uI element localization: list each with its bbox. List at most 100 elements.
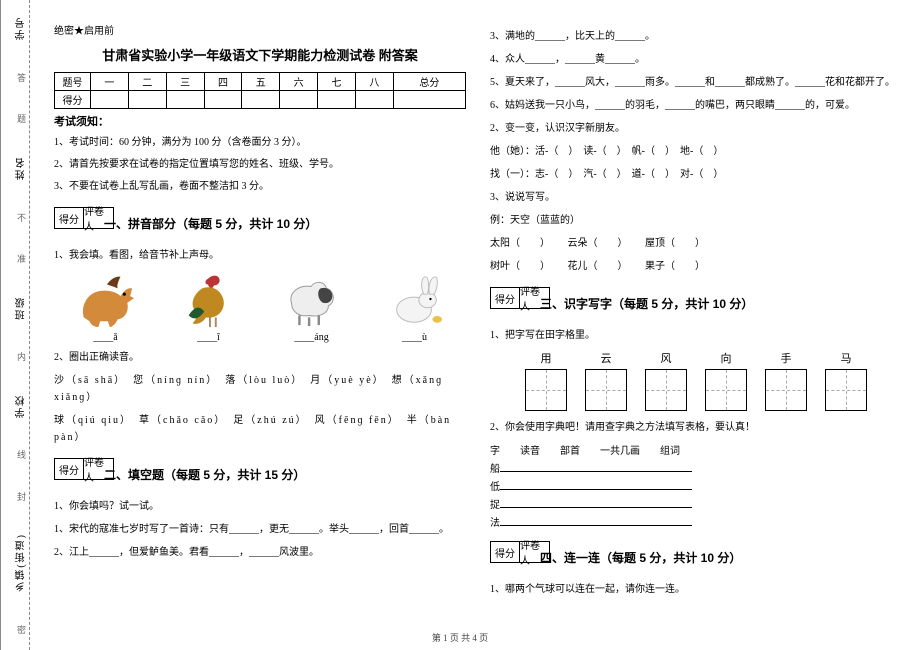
tian-box <box>765 369 807 411</box>
tian-cell: 风 <box>645 350 687 411</box>
th: 七 <box>318 73 356 91</box>
th: 六 <box>280 73 318 91</box>
char: 船 <box>490 464 500 475</box>
tian-box <box>585 369 627 411</box>
item: 云朵（ ） <box>568 238 623 249</box>
th: 一 <box>91 73 129 91</box>
th: 四 <box>204 73 242 91</box>
secret-line: 绝密★启用前 <box>54 22 466 37</box>
part-4-heading: 四、连一连（每题 5 分，共计 10 分） <box>540 549 741 566</box>
snip: 答 <box>15 73 28 82</box>
q2: 2、圈出正确读音。 <box>54 349 466 366</box>
cell-score: 得分 <box>54 207 84 229</box>
item: 花儿（ ） <box>568 261 623 272</box>
char: 马 <box>841 353 852 365</box>
th: 题号 <box>55 73 91 91</box>
q3-row2: 树叶（ ） 花儿（ ） 果子（ ） <box>490 258 902 275</box>
th: 八 <box>355 73 393 91</box>
horse-icon <box>71 270 141 330</box>
sheep-icon <box>277 270 347 330</box>
tianzige-row: 用 云 风 向 手 马 <box>490 350 902 411</box>
q2-row-a: 他（她）：活-（ ） 读-（ ） 帆-（ ） 地-（ ） <box>490 143 902 160</box>
th: 二 <box>128 73 166 91</box>
part-1-heading: 一、拼音部分（每题 5 分，共计 10 分） <box>104 215 317 232</box>
char: 手 <box>781 353 792 365</box>
two-column-body: 绝密★启用前 甘肃省实验小学一年级语文下学期能力检测试卷 附答案 题号 一 二 … <box>42 0 920 650</box>
dict-row: 法 <box>490 514 902 529</box>
char: 低 <box>490 482 500 493</box>
exam-page: 学号 答 题 姓名 不 准 班级 内 学校 线 封 乡镇(街道) 密 绝密★启用… <box>0 0 920 650</box>
line-3: 3、满地的______，比天上的______。 <box>490 28 902 45</box>
char: 风 <box>661 353 672 365</box>
vlabel-xingming: 姓名 <box>14 156 29 180</box>
tian-box <box>525 369 567 411</box>
snip: 不 <box>15 213 28 222</box>
char: 向 <box>721 353 732 365</box>
notice-item: 1、考试时间：60 分钟，满分为 100 分（含卷面分 3 分）。 <box>54 135 466 151</box>
q2-row-b: 找（一）：志-（ ） 汽-（ ） 道-（ ） 对-（ ） <box>490 166 902 183</box>
dict-row: 捉 <box>490 496 902 511</box>
right-column: 3、满地的______，比天上的______。 4、众人______，_____… <box>490 22 902 624</box>
q1: 1、我会填。看图，给音节补上声母。 <box>54 247 466 264</box>
cell-score: 得分 <box>54 458 84 480</box>
th: 总分 <box>393 73 465 91</box>
line-4: 4、众人______，______黄______。 <box>490 51 902 68</box>
vlabel-xuehao: 学号 <box>14 16 29 40</box>
line-6: 6、姑妈送我一只小鸟，______的羽毛，______的嘴巴，两只眼睛_____… <box>490 97 902 114</box>
snip: 封 <box>15 492 28 501</box>
tian-box <box>645 369 687 411</box>
py-blank: ____áng <box>277 332 347 343</box>
rooster-icon <box>174 270 244 330</box>
snip: 线 <box>15 450 28 459</box>
char: 云 <box>601 353 612 365</box>
part-3-heading: 三、识字写字（每题 5 分，共计 10 分） <box>540 295 753 312</box>
snip: 题 <box>15 114 28 123</box>
score-table: 题号 一 二 三 四 五 六 七 八 总分 得分 <box>54 72 466 109</box>
tian-q1: 1、把字写在田字格里。 <box>490 327 902 344</box>
lian-q1: 1、哪两个气球可以连在一起，请你连一连。 <box>490 581 902 598</box>
py-blank: ____ǎ <box>71 332 141 343</box>
tian-cell: 用 <box>525 350 567 411</box>
td: 得分 <box>55 91 91 109</box>
exam-title: 甘肃省实验小学一年级语文下学期能力检测试卷 附答案 <box>54 45 466 64</box>
q2-line-b: 球（qiú qiu） 草（chǎo cǎo） 足（zhú zú） 风（fēnɡ … <box>54 412 466 446</box>
cell-score: 得分 <box>490 287 520 309</box>
cell-score: 得分 <box>490 541 520 563</box>
q2-line-a: 沙（sā shā） 您（nínɡ nín） 落（lòu luò） 月（yuè y… <box>54 372 466 406</box>
notice-item: 3、不要在试卷上乱写乱画，卷面不整洁扣 3 分。 <box>54 179 466 195</box>
snip: 准 <box>15 254 28 263</box>
vlabel-xiangzhen: 乡镇(街道) <box>14 533 29 592</box>
q3-example: 例：天空（蓝蓝的） <box>490 212 902 229</box>
py-blank: ____ù <box>380 332 450 343</box>
char: 法 <box>490 518 500 529</box>
q3-title: 3、说说写写。 <box>490 189 902 206</box>
page-footer: 第 1 页 共 4 页 <box>0 631 920 644</box>
dict-row: 船 <box>490 460 902 475</box>
q2-title: 2、变一变，认识汉字新朋友。 <box>490 120 902 137</box>
vlabel-banji: 班级 <box>14 296 29 320</box>
py-blank: ____ī <box>174 332 244 343</box>
tian-box <box>825 369 867 411</box>
table-row: 题号 一 二 三 四 五 六 七 八 总分 <box>55 73 466 91</box>
line-5: 5、夏天来了，______风大，______雨多。______和______都成… <box>490 74 902 91</box>
part-2-heading: 二、填空题（每题 5 分，共计 15 分） <box>104 466 305 483</box>
vlabel-xuexiao: 学校 <box>14 394 29 418</box>
tian-cell: 手 <box>765 350 807 411</box>
tian-cell: 马 <box>825 350 867 411</box>
item: 果子（ ） <box>645 261 705 272</box>
notice-heading: 考试须知： <box>54 113 466 129</box>
tian-cell: 云 <box>585 350 627 411</box>
pinyin-blanks-row: ____ǎ ____ī ____áng ____ù <box>54 332 466 343</box>
tian-box <box>705 369 747 411</box>
left-column: 绝密★启用前 甘肃省实验小学一年级语文下学期能力检测试卷 附答案 题号 一 二 … <box>54 22 466 624</box>
char: 用 <box>541 353 552 365</box>
item: 太阳（ ） <box>490 238 545 249</box>
th: 三 <box>166 73 204 91</box>
tian-cell: 向 <box>705 350 747 411</box>
th: 五 <box>242 73 280 91</box>
dict-row: 低 <box>490 478 902 493</box>
q3-row1: 太阳（ ） 云朵（ ） 屋顶（ ） <box>490 235 902 252</box>
q-fill-1: 1、你会填吗？试一试。 <box>54 498 466 515</box>
notice-item: 2、请首先按要求在试卷的指定位置填写您的姓名、班级、学号。 <box>54 157 466 173</box>
item: 树叶（ ） <box>490 261 545 272</box>
